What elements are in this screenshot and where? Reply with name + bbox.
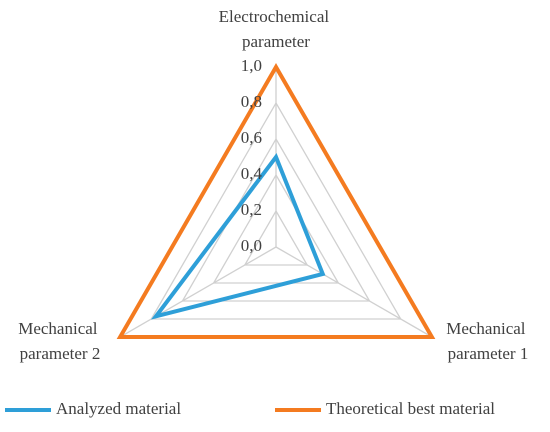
category-label: Mechanical parameter 1 <box>446 319 530 363</box>
category-label-line: parameter <box>242 32 310 51</box>
spoke <box>275 246 433 338</box>
category-label-line: parameter 1 <box>448 344 529 363</box>
category-label: Mechanical parameter 2 <box>18 319 102 363</box>
r-tick-label: 0,2 <box>241 200 262 219</box>
r-tick-label: 0,0 <box>241 236 262 255</box>
r-tick-label: 0,8 <box>241 92 262 111</box>
legend-label: Theoretical best material <box>326 399 495 418</box>
category-label: Electrochemical parameter <box>219 7 334 51</box>
r-tick-label: 0,6 <box>241 128 262 147</box>
category-label-line: parameter 2 <box>20 344 101 363</box>
category-label-line: Mechanical <box>18 319 102 338</box>
legend-label: Analyzed material <box>56 399 181 418</box>
r-tick-label: 0,4 <box>241 164 263 183</box>
category-label-line: Electrochemical <box>219 7 334 26</box>
category-label-line: Mechanical <box>446 319 530 338</box>
radar-line <box>116 63 436 339</box>
spoke <box>119 246 277 338</box>
grid-line <box>243 209 309 266</box>
grid-line <box>212 173 340 284</box>
radar-line <box>150 152 326 320</box>
r-tick-label: 1,0 <box>241 56 262 75</box>
grid-line <box>150 101 402 320</box>
